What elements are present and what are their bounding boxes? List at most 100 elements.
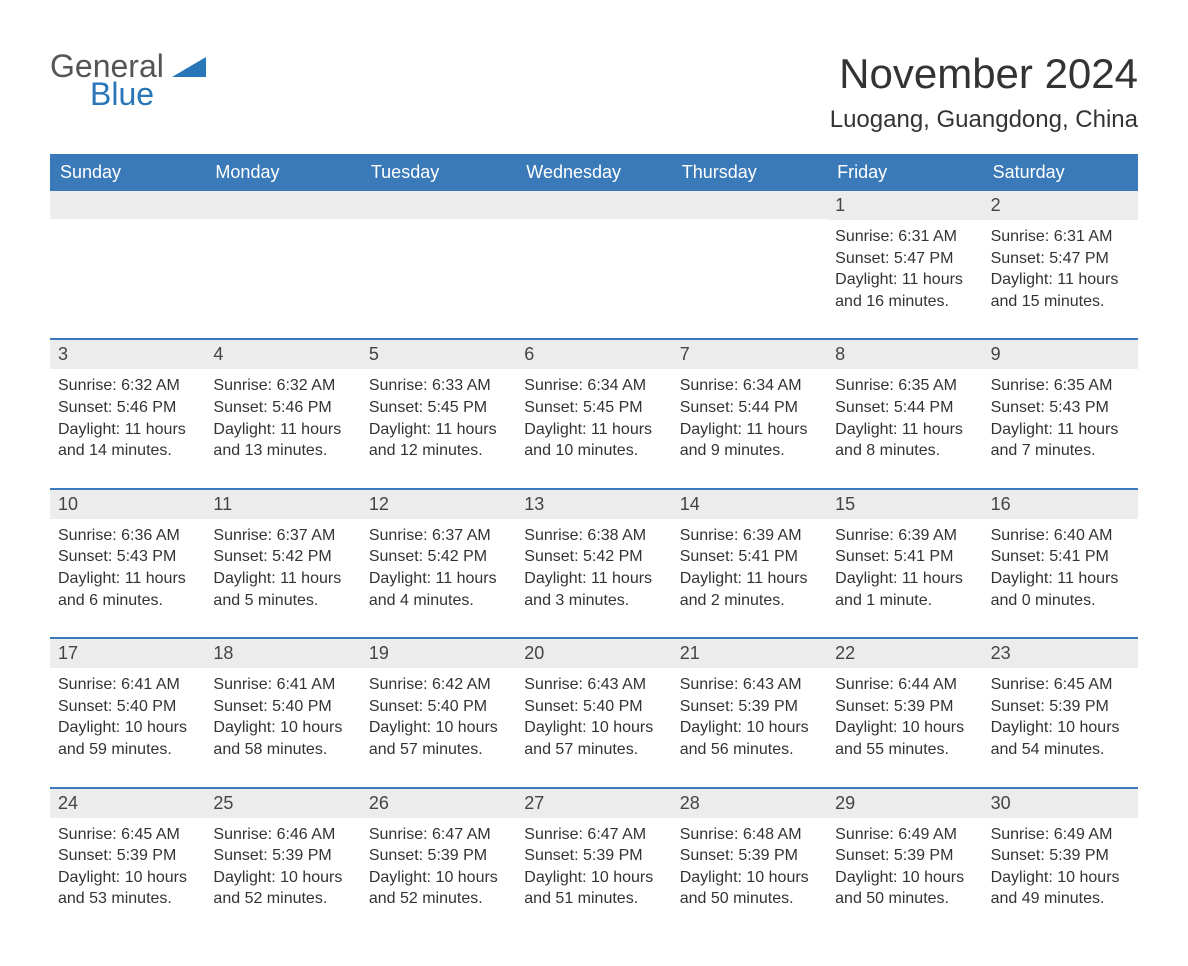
sunrise-line: Sunrise: 6:49 AM	[991, 824, 1130, 846]
day-number: 6	[516, 340, 671, 369]
day-number: 30	[983, 789, 1138, 818]
sunset-line: Sunset: 5:39 PM	[58, 845, 197, 867]
empty-cell	[516, 191, 671, 318]
day-header: Thursday	[672, 154, 827, 191]
day-cell: 16Sunrise: 6:40 AMSunset: 5:41 PMDayligh…	[983, 490, 1138, 617]
sunrise-line: Sunrise: 6:43 AM	[524, 674, 663, 696]
day-header: Saturday	[983, 154, 1138, 191]
day-cell: 25Sunrise: 6:46 AMSunset: 5:39 PMDayligh…	[205, 789, 360, 916]
daylight-line: Daylight: 11 hours and 12 minutes.	[369, 419, 508, 462]
day-body: Sunrise: 6:48 AMSunset: 5:39 PMDaylight:…	[672, 818, 827, 916]
day-cell: 11Sunrise: 6:37 AMSunset: 5:42 PMDayligh…	[205, 490, 360, 617]
day-headers-row: SundayMondayTuesdayWednesdayThursdayFrid…	[50, 154, 1138, 191]
day-body: Sunrise: 6:34 AMSunset: 5:44 PMDaylight:…	[672, 369, 827, 467]
day-body: Sunrise: 6:32 AMSunset: 5:46 PMDaylight:…	[205, 369, 360, 467]
day-number: 20	[516, 639, 671, 668]
sunset-line: Sunset: 5:39 PM	[680, 696, 819, 718]
daylight-line: Daylight: 11 hours and 13 minutes.	[213, 419, 352, 462]
sunset-line: Sunset: 5:41 PM	[680, 546, 819, 568]
sunrise-line: Sunrise: 6:39 AM	[680, 525, 819, 547]
day-header: Friday	[827, 154, 982, 191]
day-number: 26	[361, 789, 516, 818]
day-body: Sunrise: 6:40 AMSunset: 5:41 PMDaylight:…	[983, 519, 1138, 617]
day-header: Monday	[205, 154, 360, 191]
sunrise-line: Sunrise: 6:41 AM	[213, 674, 352, 696]
calendar: SundayMondayTuesdayWednesdayThursdayFrid…	[50, 154, 1138, 916]
day-body: Sunrise: 6:45 AMSunset: 5:39 PMDaylight:…	[50, 818, 205, 916]
sunrise-line: Sunrise: 6:36 AM	[58, 525, 197, 547]
week-row: 3Sunrise: 6:32 AMSunset: 5:46 PMDaylight…	[50, 338, 1138, 467]
sunrise-line: Sunrise: 6:43 AM	[680, 674, 819, 696]
day-body: Sunrise: 6:35 AMSunset: 5:44 PMDaylight:…	[827, 369, 982, 467]
sunrise-line: Sunrise: 6:45 AM	[991, 674, 1130, 696]
page-title: November 2024	[830, 50, 1138, 98]
sunset-line: Sunset: 5:42 PM	[213, 546, 352, 568]
day-number: 16	[983, 490, 1138, 519]
day-number	[50, 191, 205, 219]
sunset-line: Sunset: 5:39 PM	[369, 845, 508, 867]
sunset-line: Sunset: 5:45 PM	[524, 397, 663, 419]
empty-cell	[205, 191, 360, 318]
day-body: Sunrise: 6:38 AMSunset: 5:42 PMDaylight:…	[516, 519, 671, 617]
daylight-line: Daylight: 10 hours and 58 minutes.	[213, 717, 352, 760]
daylight-line: Daylight: 10 hours and 52 minutes.	[369, 867, 508, 910]
day-body: Sunrise: 6:43 AMSunset: 5:39 PMDaylight:…	[672, 668, 827, 766]
daylight-line: Daylight: 10 hours and 52 minutes.	[213, 867, 352, 910]
day-cell: 4Sunrise: 6:32 AMSunset: 5:46 PMDaylight…	[205, 340, 360, 467]
sunrise-line: Sunrise: 6:32 AM	[58, 375, 197, 397]
day-cell: 10Sunrise: 6:36 AMSunset: 5:43 PMDayligh…	[50, 490, 205, 617]
sunrise-line: Sunrise: 6:31 AM	[835, 226, 974, 248]
day-body: Sunrise: 6:39 AMSunset: 5:41 PMDaylight:…	[827, 519, 982, 617]
day-number: 27	[516, 789, 671, 818]
day-cell: 20Sunrise: 6:43 AMSunset: 5:40 PMDayligh…	[516, 639, 671, 766]
daylight-line: Daylight: 11 hours and 7 minutes.	[991, 419, 1130, 462]
week-row: 1Sunrise: 6:31 AMSunset: 5:47 PMDaylight…	[50, 191, 1138, 318]
week-row: 17Sunrise: 6:41 AMSunset: 5:40 PMDayligh…	[50, 637, 1138, 766]
day-body: Sunrise: 6:37 AMSunset: 5:42 PMDaylight:…	[205, 519, 360, 617]
day-body: Sunrise: 6:35 AMSunset: 5:43 PMDaylight:…	[983, 369, 1138, 467]
daylight-line: Daylight: 10 hours and 50 minutes.	[835, 867, 974, 910]
day-cell: 19Sunrise: 6:42 AMSunset: 5:40 PMDayligh…	[361, 639, 516, 766]
sunset-line: Sunset: 5:39 PM	[991, 845, 1130, 867]
day-number: 28	[672, 789, 827, 818]
day-number: 4	[205, 340, 360, 369]
day-cell: 5Sunrise: 6:33 AMSunset: 5:45 PMDaylight…	[361, 340, 516, 467]
sunset-line: Sunset: 5:46 PM	[58, 397, 197, 419]
daylight-line: Daylight: 11 hours and 4 minutes.	[369, 568, 508, 611]
daylight-line: Daylight: 10 hours and 50 minutes.	[680, 867, 819, 910]
day-body: Sunrise: 6:41 AMSunset: 5:40 PMDaylight:…	[205, 668, 360, 766]
day-cell: 13Sunrise: 6:38 AMSunset: 5:42 PMDayligh…	[516, 490, 671, 617]
day-number: 24	[50, 789, 205, 818]
day-cell: 22Sunrise: 6:44 AMSunset: 5:39 PMDayligh…	[827, 639, 982, 766]
daylight-line: Daylight: 11 hours and 15 minutes.	[991, 269, 1130, 312]
sunrise-line: Sunrise: 6:35 AM	[835, 375, 974, 397]
day-number: 10	[50, 490, 205, 519]
logo: General Blue	[50, 50, 206, 110]
day-body: Sunrise: 6:31 AMSunset: 5:47 PMDaylight:…	[983, 220, 1138, 318]
location-subtitle: Luogang, Guangdong, China	[830, 106, 1138, 134]
day-number: 3	[50, 340, 205, 369]
day-number: 29	[827, 789, 982, 818]
sunset-line: Sunset: 5:39 PM	[524, 845, 663, 867]
sunrise-line: Sunrise: 6:44 AM	[835, 674, 974, 696]
day-body: Sunrise: 6:49 AMSunset: 5:39 PMDaylight:…	[827, 818, 982, 916]
sunset-line: Sunset: 5:39 PM	[835, 696, 974, 718]
daylight-line: Daylight: 11 hours and 9 minutes.	[680, 419, 819, 462]
day-body: Sunrise: 6:43 AMSunset: 5:40 PMDaylight:…	[516, 668, 671, 766]
day-cell: 17Sunrise: 6:41 AMSunset: 5:40 PMDayligh…	[50, 639, 205, 766]
day-cell: 21Sunrise: 6:43 AMSunset: 5:39 PMDayligh…	[672, 639, 827, 766]
day-number: 8	[827, 340, 982, 369]
sunset-line: Sunset: 5:44 PM	[680, 397, 819, 419]
day-cell: 14Sunrise: 6:39 AMSunset: 5:41 PMDayligh…	[672, 490, 827, 617]
day-body: Sunrise: 6:32 AMSunset: 5:46 PMDaylight:…	[50, 369, 205, 467]
day-body: Sunrise: 6:41 AMSunset: 5:40 PMDaylight:…	[50, 668, 205, 766]
day-cell: 23Sunrise: 6:45 AMSunset: 5:39 PMDayligh…	[983, 639, 1138, 766]
sunset-line: Sunset: 5:41 PM	[991, 546, 1130, 568]
daylight-line: Daylight: 10 hours and 53 minutes.	[58, 867, 197, 910]
day-header: Sunday	[50, 154, 205, 191]
sunset-line: Sunset: 5:39 PM	[835, 845, 974, 867]
week-row: 24Sunrise: 6:45 AMSunset: 5:39 PMDayligh…	[50, 787, 1138, 916]
day-number	[672, 191, 827, 219]
day-body: Sunrise: 6:45 AMSunset: 5:39 PMDaylight:…	[983, 668, 1138, 766]
empty-cell	[672, 191, 827, 318]
